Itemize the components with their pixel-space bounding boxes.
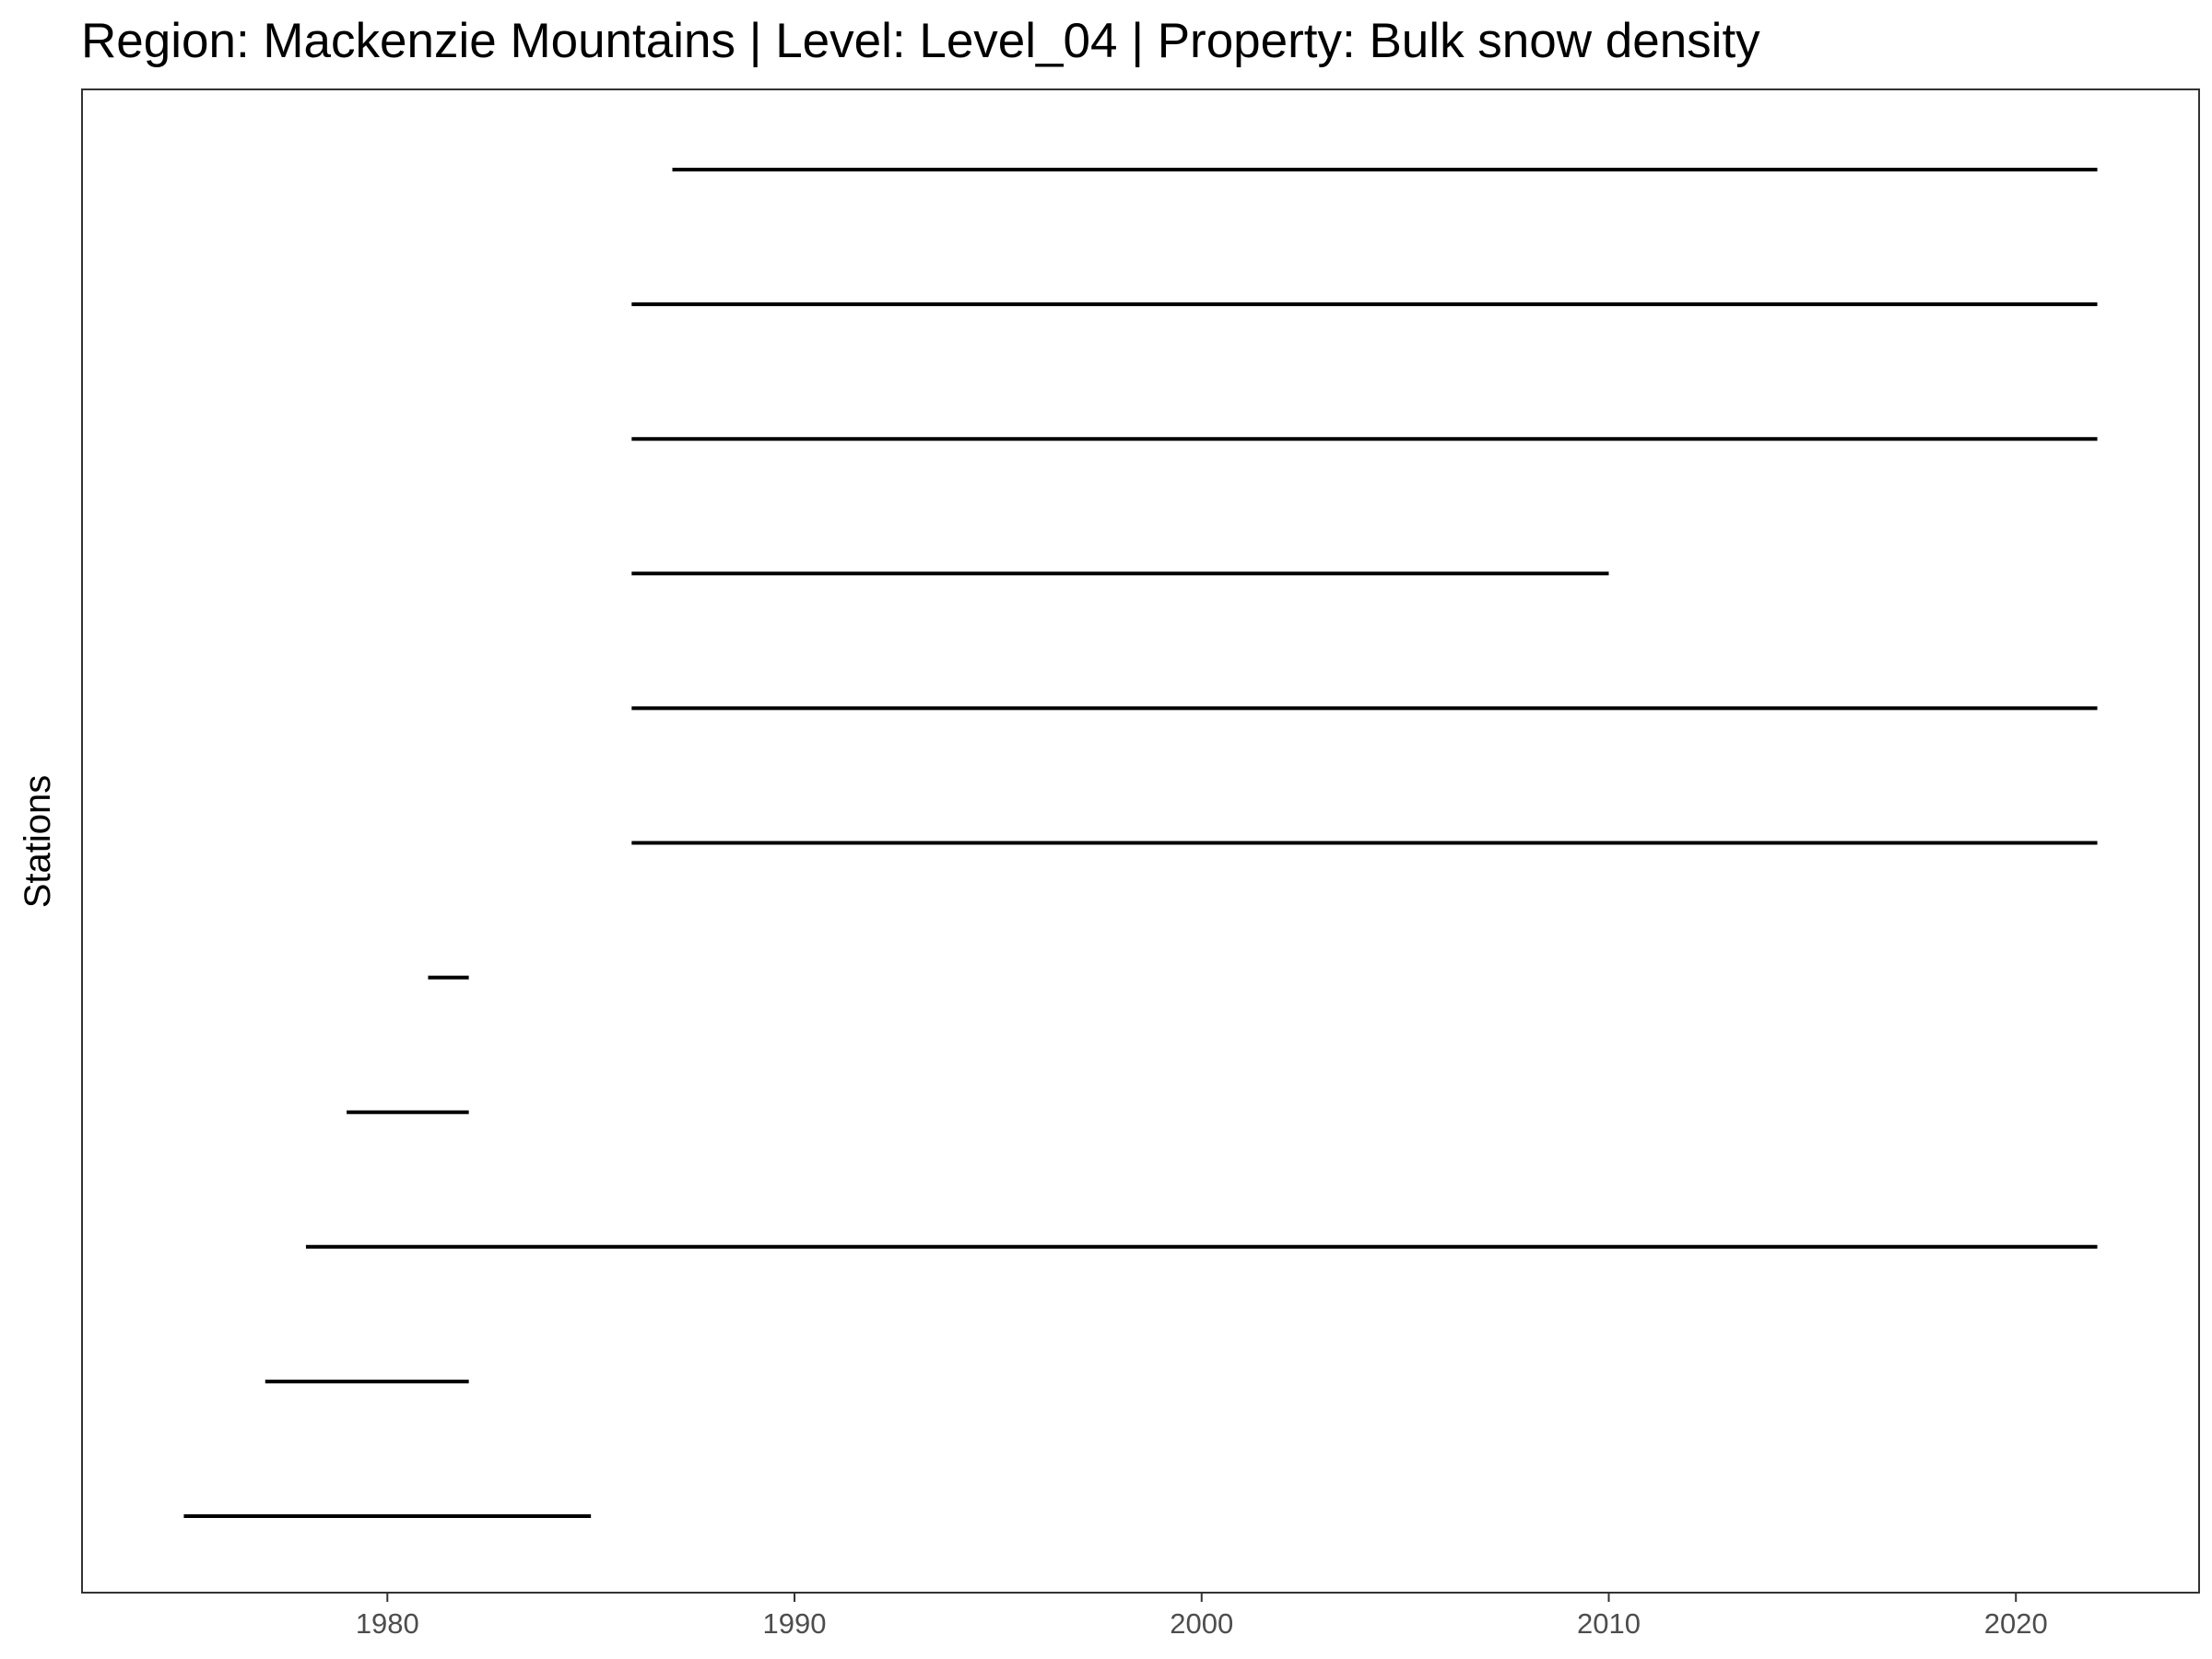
x-tick-label: 2000 — [1170, 1607, 1233, 1640]
x-tick-label: 2020 — [1984, 1607, 2048, 1640]
x-axis: 1980 1990 2000 2010 2020 — [356, 1593, 2048, 1640]
plot-panel — [81, 88, 2200, 1594]
chart-title: Region: Mackenzie Mountains | Level: Lev… — [81, 14, 1760, 68]
x-tick-label: 1980 — [356, 1607, 419, 1640]
station-segments — [183, 168, 2098, 1518]
x-tick-label: 1990 — [763, 1607, 827, 1640]
x-tick-label: 2010 — [1577, 1607, 1641, 1640]
y-axis-label: Stations — [18, 775, 58, 909]
